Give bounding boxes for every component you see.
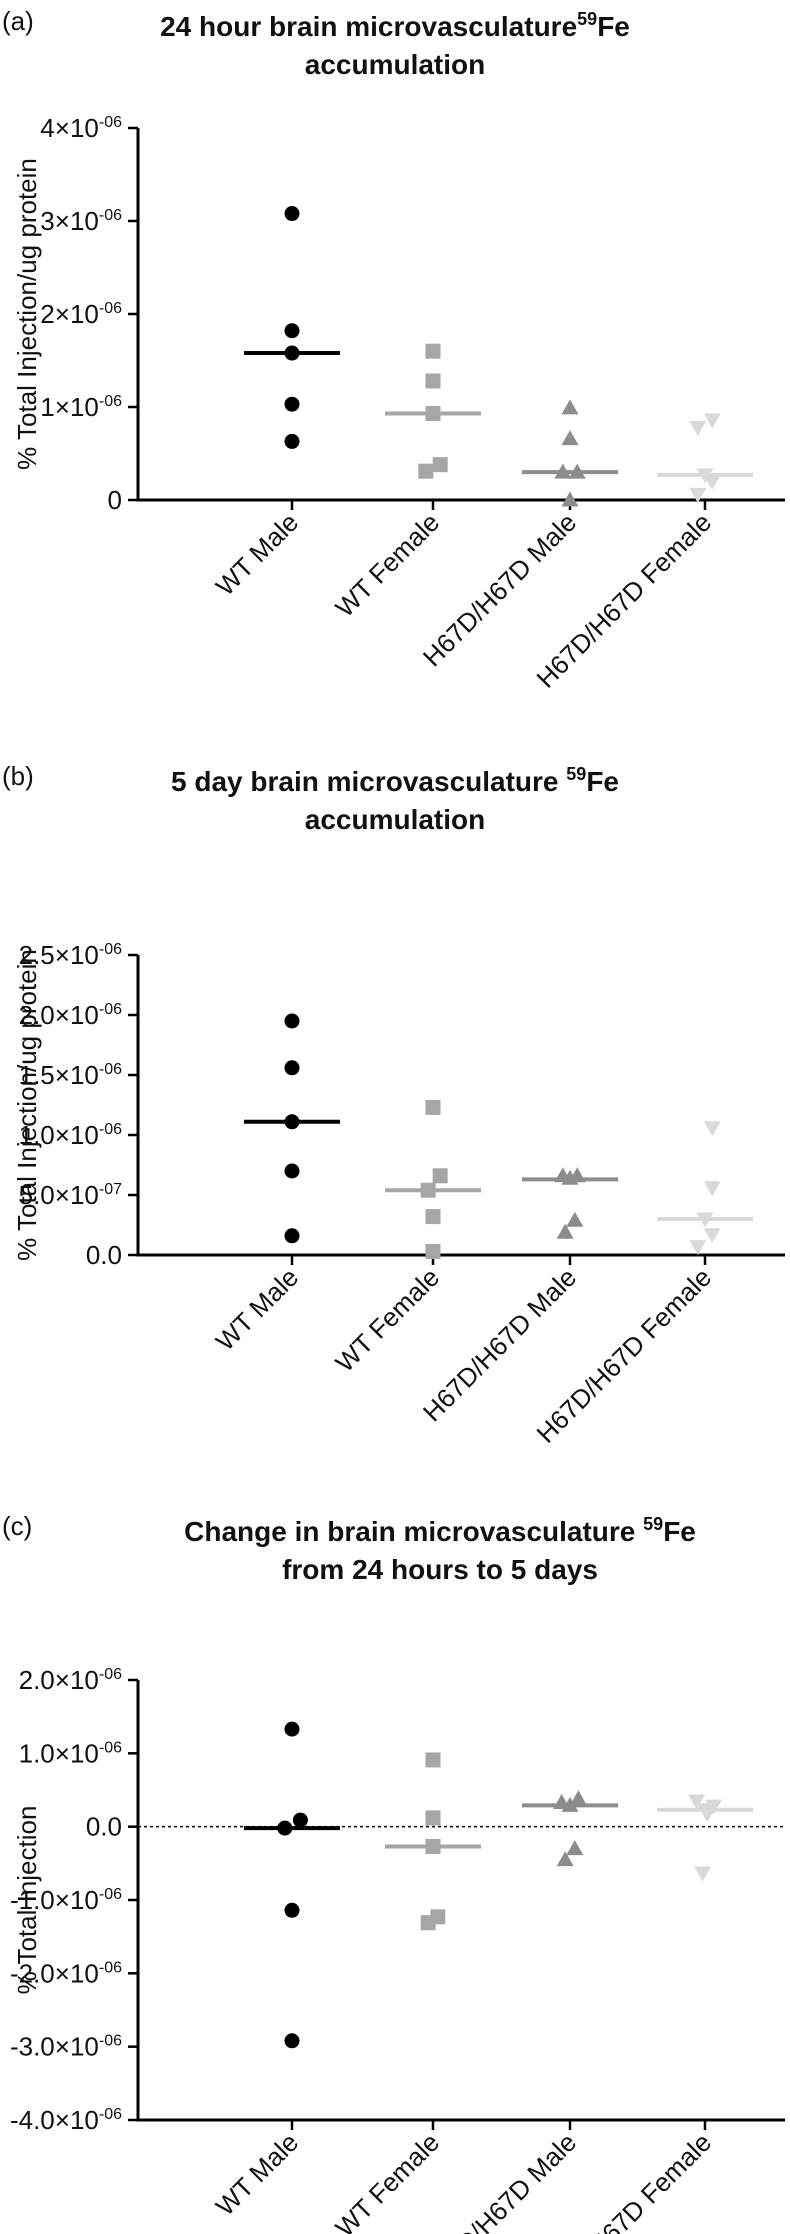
y-tick-label: 0	[108, 485, 122, 515]
y-tick-label: 2×10-06	[40, 299, 122, 329]
data-point	[284, 1163, 300, 1179]
data-point	[688, 1794, 706, 1810]
y-tick-label: 2.0×10-06	[19, 1000, 122, 1030]
data-point	[703, 1121, 721, 1137]
data-point	[703, 1228, 721, 1244]
chart-title: 24 hour brain microvasculature59Fe	[160, 9, 630, 42]
panel-label: (b)	[2, 761, 34, 791]
x-tick-label: WT Male	[210, 1262, 304, 1356]
data-point	[703, 474, 721, 490]
x-tick-label: WT Female	[329, 507, 445, 623]
data-point	[561, 430, 579, 446]
data-point	[689, 1240, 707, 1256]
data-point	[566, 1211, 584, 1227]
data-point	[561, 491, 579, 507]
data-point	[284, 2033, 300, 2049]
data-point	[284, 396, 300, 412]
chart-panel-c: (c) Change in brain microvasculature 59Fe…	[2, 1511, 785, 2234]
data-point	[561, 399, 579, 415]
y-tick-label: 1.5×10-06	[19, 1060, 122, 1090]
chart-title: 5 day brain microvasculature 59Fe	[171, 764, 619, 797]
data-point	[556, 1851, 574, 1867]
y-tick-label: 2.5×10-06	[19, 940, 122, 970]
data-point	[432, 457, 448, 473]
y-axis-label: % Total Injection	[12, 1806, 42, 1995]
y-tick-label: 5.0×10-07	[19, 1180, 122, 1210]
panel-label: (c)	[2, 1511, 32, 1541]
y-tick-label: -1.0×10-06	[10, 1885, 122, 1915]
data-point	[703, 1181, 721, 1197]
data-point	[284, 1721, 300, 1737]
data-point	[425, 1243, 441, 1259]
y-axis-label: % Total Injection/ug protein	[12, 158, 42, 470]
y-tick-label: -3.0×10-06	[10, 2032, 122, 2062]
data-point	[418, 463, 434, 479]
x-tick-label: WT Male	[210, 507, 304, 601]
x-tick-label: WT Female	[329, 2127, 445, 2234]
data-point	[425, 373, 441, 389]
y-axis-label: % Total Injection/ug protein	[12, 949, 42, 1261]
x-tick-label: WT Female	[329, 1262, 445, 1378]
x-tick-label: WT Male	[210, 2127, 304, 2221]
y-tick-label: 3×10-06	[40, 206, 122, 236]
chart-title-line2: accumulation	[305, 804, 485, 835]
data-point	[420, 1915, 436, 1931]
chart-panel-b: (b) 5 day brain microvasculature 59Fe accu…	[2, 761, 785, 1449]
panel-label: (a)	[2, 6, 34, 36]
y-tick-label: 2.0×10-06	[19, 1665, 122, 1695]
data-point	[425, 1752, 441, 1768]
y-tick-label: -2.0×10-06	[10, 1958, 122, 1988]
y-tick-label: 1.0×10-06	[19, 1738, 122, 1768]
data-point	[566, 1840, 584, 1856]
data-point	[292, 1812, 308, 1828]
data-point	[425, 343, 441, 359]
data-point	[284, 206, 300, 222]
data-point	[689, 420, 707, 436]
data-point	[432, 1168, 448, 1184]
data-point	[703, 413, 721, 429]
data-point	[425, 1810, 441, 1826]
y-tick-label: 0.0	[86, 1812, 122, 1842]
data-point	[425, 1209, 441, 1225]
data-point	[284, 433, 300, 449]
data-point	[425, 1099, 441, 1115]
chart-panel-a: (a) 24 hour brain microvasculature59Fe acc…	[2, 6, 785, 694]
chart-title: Change in brain microvasculature 59Fe	[184, 1514, 696, 1547]
data-point	[689, 487, 707, 503]
y-tick-label: 1.0×10-06	[19, 1120, 122, 1150]
y-tick-label: 4×10-06	[40, 113, 122, 143]
x-tick-label: H67D/H67D Male	[417, 2127, 582, 2234]
data-point	[569, 1790, 587, 1806]
data-point	[694, 1866, 712, 1882]
chart-title-line2: from 24 hours to 5 days	[282, 1554, 598, 1585]
data-point	[284, 1060, 300, 1076]
y-tick-label: 0.0	[86, 1240, 122, 1270]
y-tick-label: 1×10-06	[40, 392, 122, 422]
chart-title-line2: accumulation	[305, 49, 485, 80]
data-point	[284, 1902, 300, 1918]
y-tick-label: -4.0×10-06	[10, 2105, 122, 2135]
data-point	[556, 1223, 574, 1239]
data-point	[284, 1013, 300, 1029]
data-point	[284, 1228, 300, 1244]
data-point	[284, 323, 300, 339]
